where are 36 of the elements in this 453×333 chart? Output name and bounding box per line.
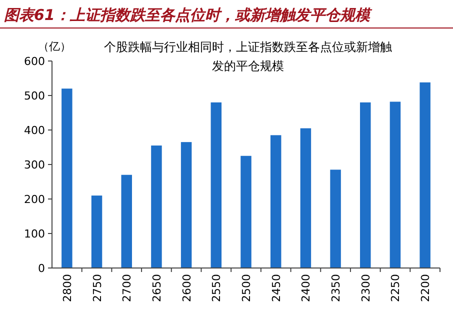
x-tick-label: 2350	[330, 274, 343, 302]
x-tick-label: 2750	[90, 274, 104, 302]
x-tick-label: 2250	[389, 274, 402, 302]
bar	[330, 170, 341, 268]
y-axis-title: （亿）	[38, 40, 71, 53]
bar	[180, 142, 192, 268]
y-tick-label: 400	[24, 124, 45, 137]
bar	[62, 88, 72, 268]
bar	[240, 156, 252, 268]
x-tick-label: 2450	[270, 274, 283, 302]
y-tick-label: 500	[24, 90, 45, 102]
bar	[210, 102, 222, 268]
x-tick-label: 2550	[210, 274, 224, 302]
y-tick-label: 0	[38, 262, 45, 275]
x-tick-label: 2500	[240, 274, 253, 302]
x-tick-label: 2600	[180, 274, 194, 302]
chart-subtitle: 个股跌幅与行业相同时，上证指数跌至各点位或新增触发的平仓规模	[104, 40, 392, 73]
bar	[121, 174, 132, 268]
x-tick-label: 2300	[359, 274, 372, 302]
bar	[420, 82, 430, 268]
y-tick-label: 100	[24, 228, 45, 240]
bar	[270, 135, 282, 268]
bar	[151, 146, 162, 268]
x-tick-label: 2650	[150, 274, 164, 302]
bar	[91, 196, 102, 268]
x-tick-label: 2200	[419, 274, 432, 302]
y-tick-label: 200	[24, 193, 45, 206]
y-tick-label: 300	[24, 158, 45, 172]
x-tick-label: 2800	[60, 274, 74, 302]
x-tick-label: 2400	[300, 274, 313, 302]
y-tick-label: 600	[24, 55, 45, 68]
chart-title: 图表61：上证指数跌至各点位时，或新增触发平仓规模	[4, 6, 373, 24]
bar	[300, 128, 312, 268]
x-tick-label: 2700	[120, 274, 134, 302]
bar	[360, 102, 371, 268]
bar	[390, 102, 401, 268]
